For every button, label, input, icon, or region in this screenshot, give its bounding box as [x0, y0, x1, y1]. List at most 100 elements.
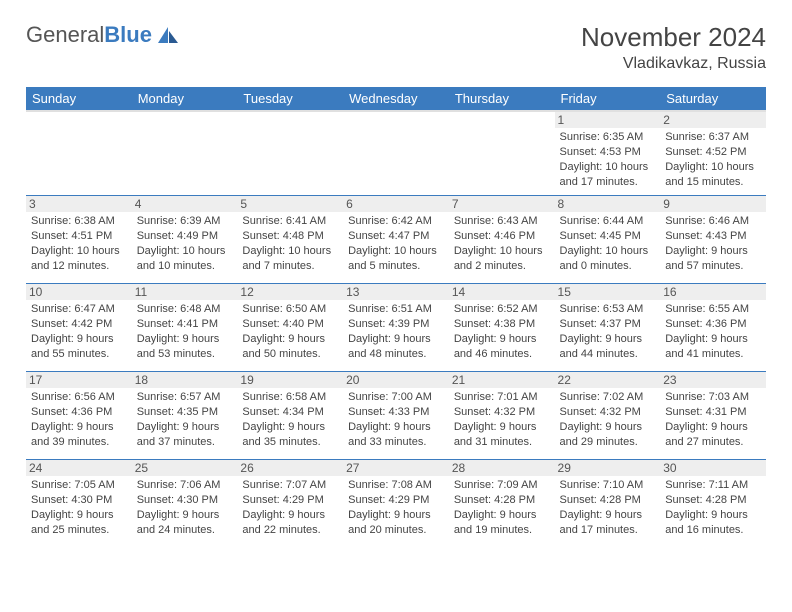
day-number: 7: [449, 196, 555, 212]
sunrise-text: Sunrise: 7:07 AM: [242, 478, 338, 493]
weekday-header: Tuesday: [237, 87, 343, 111]
daylight-text: Daylight: 9 hours: [454, 332, 550, 347]
calendar-cell: 5Sunrise: 6:41 AMSunset: 4:48 PMDaylight…: [237, 196, 343, 284]
sunset-text: Sunset: 4:36 PM: [31, 405, 127, 420]
daylight-text: Daylight: 9 hours: [137, 332, 233, 347]
daylight-text: and 7 minutes.: [242, 259, 338, 274]
sunrise-text: Sunrise: 7:05 AM: [31, 478, 127, 493]
daylight-text: Daylight: 10 hours: [242, 244, 338, 259]
day-number: 17: [26, 372, 132, 388]
daylight-text: Daylight: 10 hours: [454, 244, 550, 259]
calendar-cell: 29Sunrise: 7:10 AMSunset: 4:28 PMDayligh…: [555, 460, 661, 548]
daylight-text: Daylight: 9 hours: [31, 332, 127, 347]
sunset-text: Sunset: 4:29 PM: [348, 493, 444, 508]
day-number: 25: [132, 460, 238, 476]
sunrise-text: Sunrise: 6:46 AM: [665, 214, 761, 229]
calendar-cell: 2Sunrise: 6:37 AMSunset: 4:52 PMDaylight…: [660, 111, 766, 196]
sunset-text: Sunset: 4:36 PM: [665, 317, 761, 332]
calendar-cell: 12Sunrise: 6:50 AMSunset: 4:40 PMDayligh…: [237, 284, 343, 372]
logo-general: General: [26, 22, 104, 48]
daylight-text: Daylight: 9 hours: [31, 508, 127, 523]
title-block: November 2024 Vladikavkaz, Russia: [581, 22, 766, 73]
sail-icon: [156, 25, 180, 45]
weekday-row: Sunday Monday Tuesday Wednesday Thursday…: [26, 87, 766, 111]
sunset-text: Sunset: 4:39 PM: [348, 317, 444, 332]
sunrise-text: Sunrise: 6:57 AM: [137, 390, 233, 405]
daylight-text: and 41 minutes.: [665, 347, 761, 362]
day-number: 11: [132, 284, 238, 300]
calendar-cell: 21Sunrise: 7:01 AMSunset: 4:32 PMDayligh…: [449, 372, 555, 460]
daylight-text: Daylight: 9 hours: [560, 420, 656, 435]
sunrise-text: Sunrise: 7:00 AM: [348, 390, 444, 405]
calendar-cell: [132, 111, 238, 196]
sunrise-text: Sunrise: 6:37 AM: [665, 130, 761, 145]
sunset-text: Sunset: 4:52 PM: [665, 145, 761, 160]
sunset-text: Sunset: 4:34 PM: [242, 405, 338, 420]
sunrise-text: Sunrise: 6:44 AM: [560, 214, 656, 229]
daylight-text: Daylight: 9 hours: [348, 332, 444, 347]
daylight-text: Daylight: 9 hours: [560, 332, 656, 347]
daylight-text: Daylight: 10 hours: [137, 244, 233, 259]
daylight-text: and 25 minutes.: [31, 523, 127, 538]
calendar-cell: 14Sunrise: 6:52 AMSunset: 4:38 PMDayligh…: [449, 284, 555, 372]
weekday-header: Saturday: [660, 87, 766, 111]
sunrise-text: Sunrise: 6:38 AM: [31, 214, 127, 229]
daylight-text: Daylight: 9 hours: [137, 420, 233, 435]
daylight-text: Daylight: 9 hours: [242, 332, 338, 347]
daylight-text: Daylight: 9 hours: [665, 244, 761, 259]
daylight-text: and 16 minutes.: [665, 523, 761, 538]
calendar-cell: 28Sunrise: 7:09 AMSunset: 4:28 PMDayligh…: [449, 460, 555, 548]
daylight-text: and 24 minutes.: [137, 523, 233, 538]
sunrise-text: Sunrise: 6:52 AM: [454, 302, 550, 317]
calendar-cell: 20Sunrise: 7:00 AMSunset: 4:33 PMDayligh…: [343, 372, 449, 460]
sunrise-text: Sunrise: 7:11 AM: [665, 478, 761, 493]
calendar-cell: 7Sunrise: 6:43 AMSunset: 4:46 PMDaylight…: [449, 196, 555, 284]
day-number: 21: [449, 372, 555, 388]
sunrise-text: Sunrise: 6:42 AM: [348, 214, 444, 229]
daylight-text: and 12 minutes.: [31, 259, 127, 274]
weekday-header: Wednesday: [343, 87, 449, 111]
calendar-cell: 11Sunrise: 6:48 AMSunset: 4:41 PMDayligh…: [132, 284, 238, 372]
daylight-text: and 53 minutes.: [137, 347, 233, 362]
sunrise-text: Sunrise: 7:01 AM: [454, 390, 550, 405]
sunrise-text: Sunrise: 7:02 AM: [560, 390, 656, 405]
daylight-text: and 33 minutes.: [348, 435, 444, 450]
daylight-text: and 17 minutes.: [560, 175, 656, 190]
sunset-text: Sunset: 4:33 PM: [348, 405, 444, 420]
weekday-header: Sunday: [26, 87, 132, 111]
calendar-row: 17Sunrise: 6:56 AMSunset: 4:36 PMDayligh…: [26, 372, 766, 460]
sunset-text: Sunset: 4:38 PM: [454, 317, 550, 332]
sunset-text: Sunset: 4:51 PM: [31, 229, 127, 244]
calendar-cell: 26Sunrise: 7:07 AMSunset: 4:29 PMDayligh…: [237, 460, 343, 548]
calendar-cell: 19Sunrise: 6:58 AMSunset: 4:34 PMDayligh…: [237, 372, 343, 460]
sunset-text: Sunset: 4:29 PM: [242, 493, 338, 508]
daylight-text: Daylight: 10 hours: [31, 244, 127, 259]
calendar-cell: [26, 111, 132, 196]
daylight-text: Daylight: 9 hours: [348, 508, 444, 523]
day-number: 3: [26, 196, 132, 212]
sunrise-text: Sunrise: 6:53 AM: [560, 302, 656, 317]
sunset-text: Sunset: 4:47 PM: [348, 229, 444, 244]
calendar-cell: 13Sunrise: 6:51 AMSunset: 4:39 PMDayligh…: [343, 284, 449, 372]
calendar-cell: 18Sunrise: 6:57 AMSunset: 4:35 PMDayligh…: [132, 372, 238, 460]
day-number: 5: [237, 196, 343, 212]
calendar-cell: 23Sunrise: 7:03 AMSunset: 4:31 PMDayligh…: [660, 372, 766, 460]
sunset-text: Sunset: 4:40 PM: [242, 317, 338, 332]
calendar-cell: 6 Sunrise: 6:42 AMSunset: 4:47 PMDaylight…: [343, 196, 449, 284]
calendar-cell: [237, 111, 343, 196]
sunset-text: Sunset: 4:41 PM: [137, 317, 233, 332]
day-number: 30: [660, 460, 766, 476]
daylight-text: Daylight: 10 hours: [348, 244, 444, 259]
daylight-text: Daylight: 9 hours: [665, 332, 761, 347]
calendar-row: 1Sunrise: 6:35 AMSunset: 4:53 PMDaylight…: [26, 111, 766, 196]
sunset-text: Sunset: 4:37 PM: [560, 317, 656, 332]
calendar-row: 3Sunrise: 6:38 AMSunset: 4:51 PMDaylight…: [26, 196, 766, 284]
daylight-text: Daylight: 10 hours: [560, 244, 656, 259]
location: Vladikavkaz, Russia: [581, 55, 766, 73]
day-number: 6: [343, 196, 449, 212]
sunset-text: Sunset: 4:49 PM: [137, 229, 233, 244]
sunset-text: Sunset: 4:43 PM: [665, 229, 761, 244]
daylight-text: and 35 minutes.: [242, 435, 338, 450]
calendar-cell: [449, 111, 555, 196]
sunrise-text: Sunrise: 6:55 AM: [665, 302, 761, 317]
